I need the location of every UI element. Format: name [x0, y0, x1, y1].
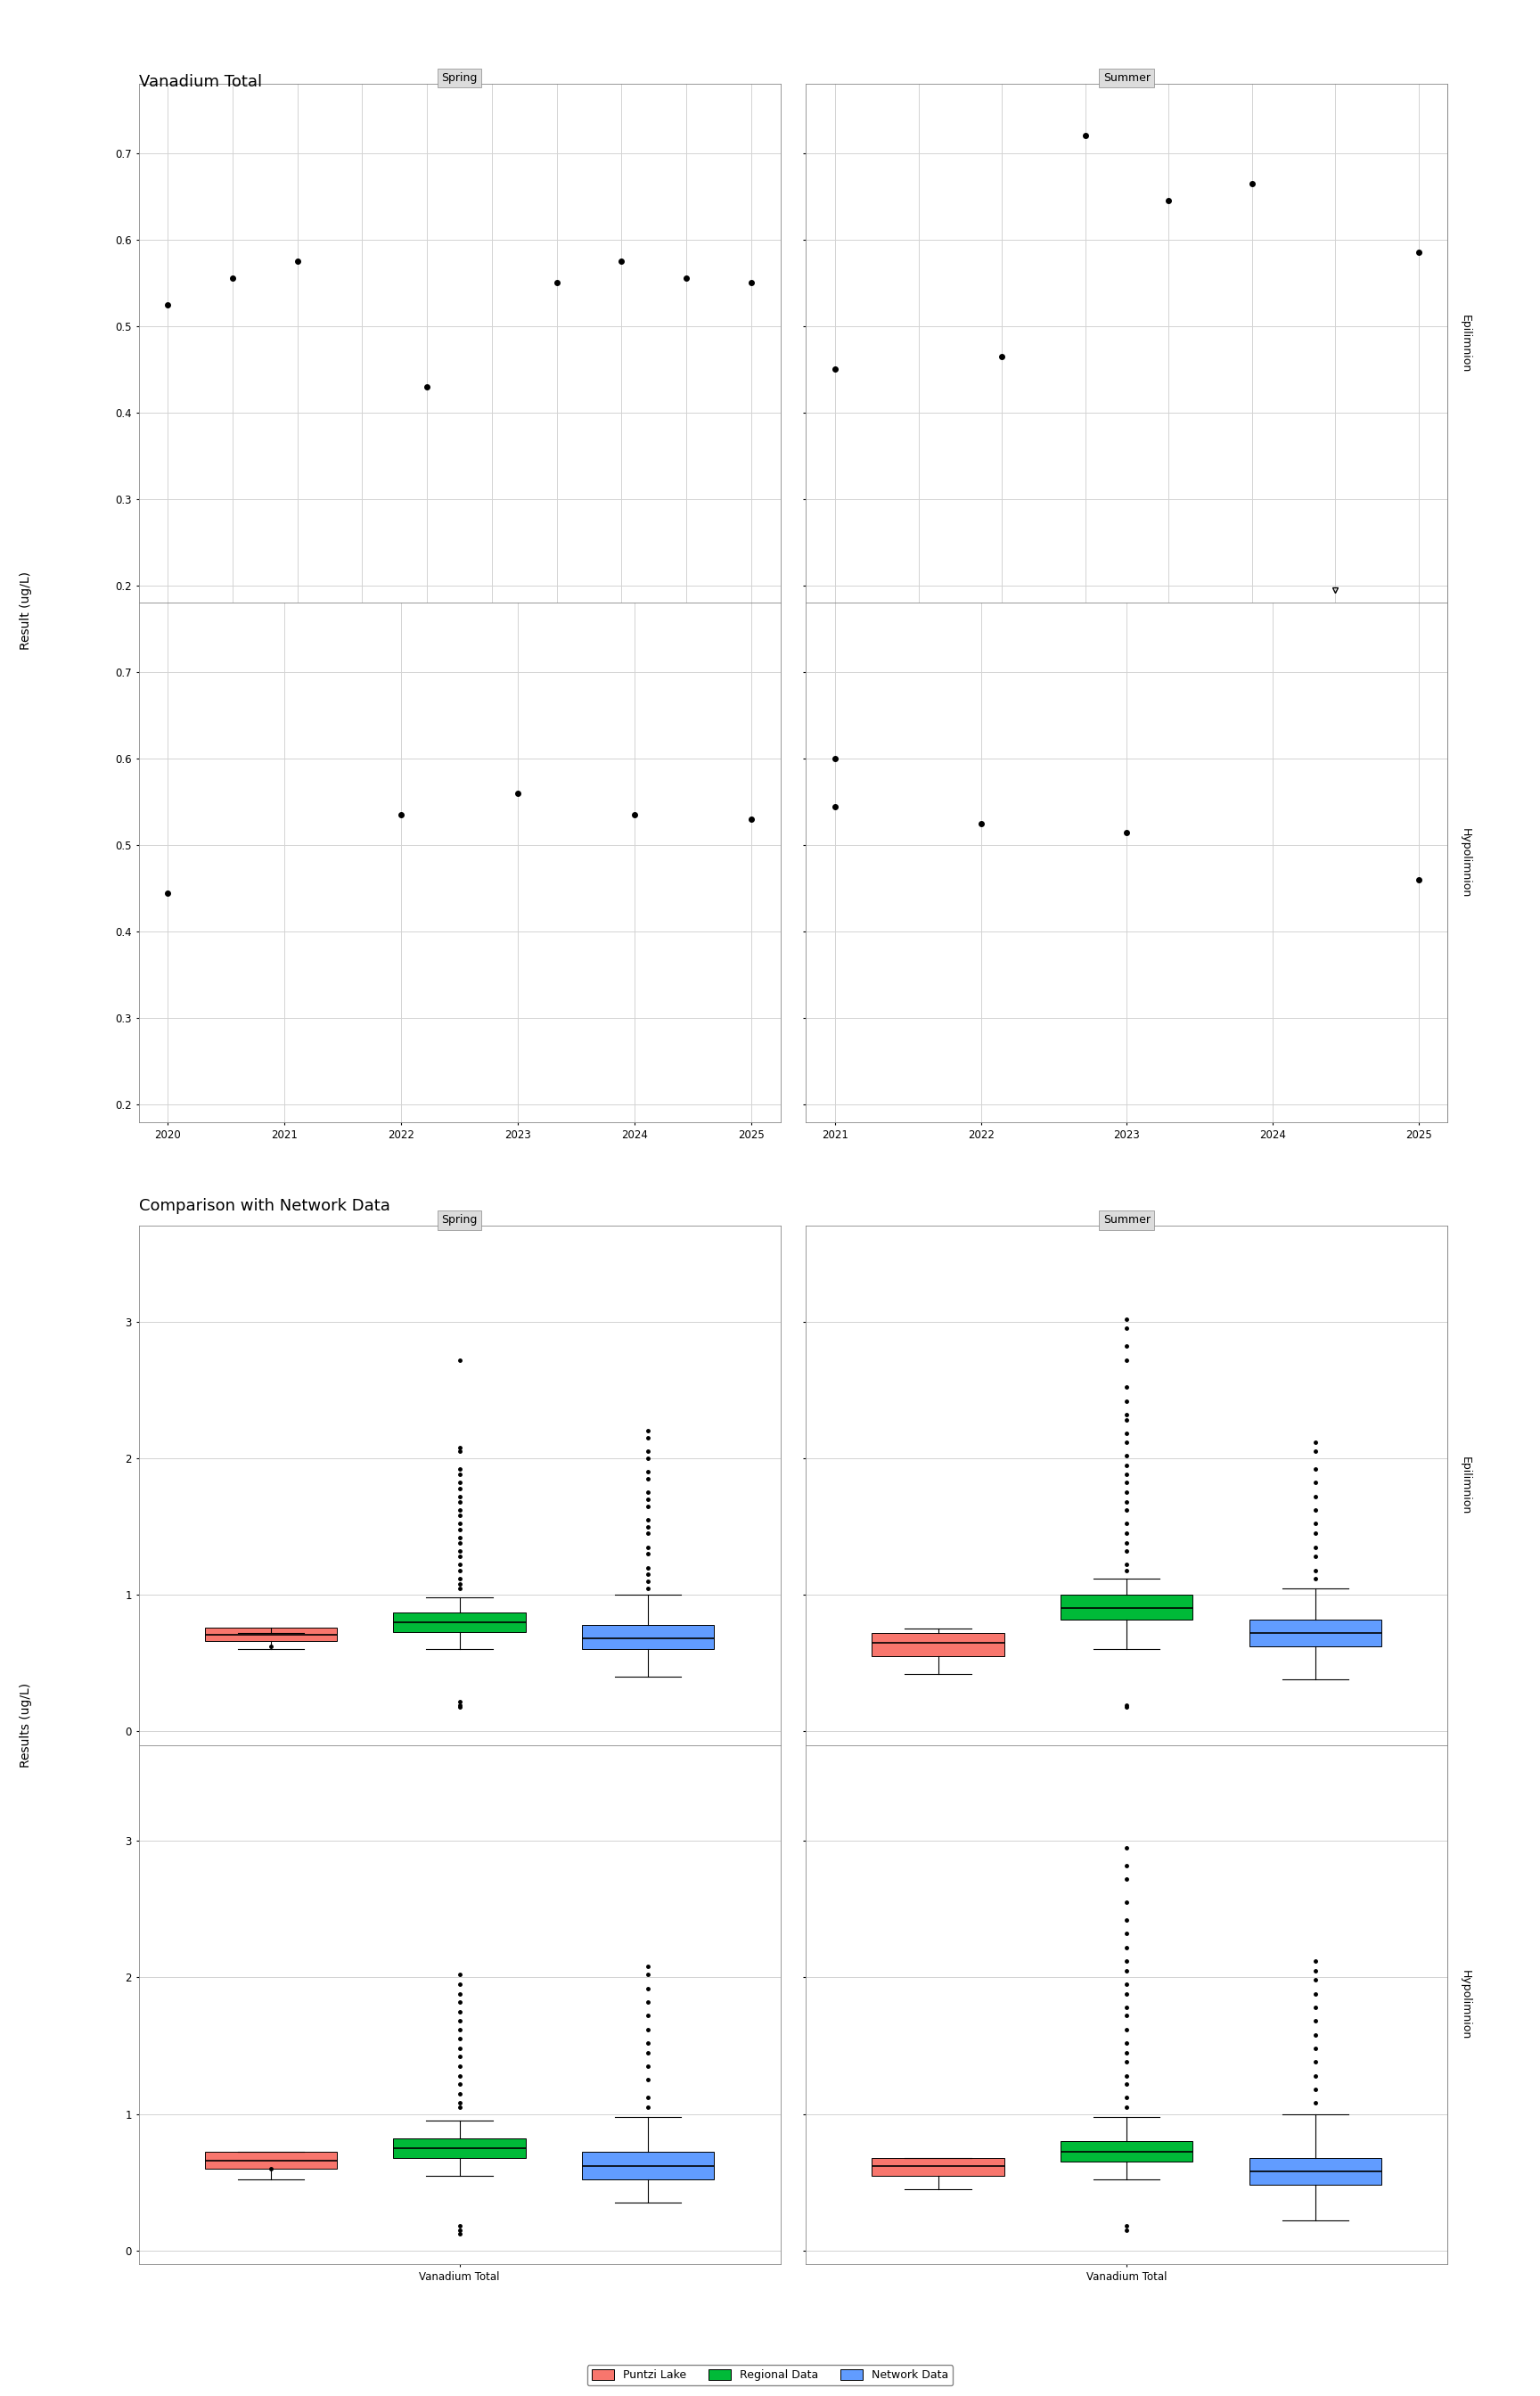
PathPatch shape: [582, 2152, 715, 2180]
Point: [622, 795, 647, 834]
Point: [1073, 117, 1098, 156]
PathPatch shape: [872, 1634, 1004, 1656]
Point: [220, 259, 245, 297]
Y-axis label: Epilimnion: Epilimnion: [1460, 314, 1472, 371]
Point: [544, 264, 568, 302]
PathPatch shape: [1249, 2159, 1381, 2185]
Text: Comparison with Network Data: Comparison with Network Data: [139, 1198, 390, 1215]
PathPatch shape: [205, 2152, 337, 2168]
PathPatch shape: [205, 1627, 337, 1641]
Point: [156, 285, 180, 323]
PathPatch shape: [582, 1624, 715, 1648]
Point: [822, 350, 847, 388]
PathPatch shape: [872, 2159, 1004, 2176]
Y-axis label: Hypolimnion: Hypolimnion: [1460, 827, 1472, 898]
Point: [739, 264, 764, 302]
Legend: Puntzi Lake, Regional Data, Network Data: Puntzi Lake, Regional Data, Network Data: [587, 2365, 953, 2386]
Y-axis label: Epilimnion: Epilimnion: [1460, 1457, 1472, 1514]
Title: Summer: Summer: [1103, 1215, 1150, 1227]
Title: Spring: Spring: [442, 72, 477, 84]
Text: Vanadium Total: Vanadium Total: [139, 74, 262, 91]
Point: [1406, 232, 1431, 271]
Text: Result (ug/L): Result (ug/L): [20, 573, 32, 649]
Title: Summer: Summer: [1103, 72, 1150, 84]
Point: [388, 795, 413, 834]
PathPatch shape: [1249, 1620, 1381, 1646]
Point: [610, 242, 634, 280]
Point: [414, 367, 439, 405]
Point: [822, 740, 847, 779]
Point: [969, 805, 993, 843]
Title: Spring: Spring: [442, 1215, 477, 1227]
Text: Results (ug/L): Results (ug/L): [20, 1682, 32, 1768]
Point: [285, 242, 310, 280]
PathPatch shape: [393, 1613, 525, 1632]
Point: [675, 259, 699, 297]
Y-axis label: Hypolimnion: Hypolimnion: [1460, 1970, 1472, 2039]
Point: [505, 774, 530, 812]
Point: [1406, 860, 1431, 898]
Point: [1240, 165, 1264, 204]
PathPatch shape: [1061, 1596, 1194, 1620]
Point: [1115, 812, 1140, 851]
Point: [1157, 182, 1181, 220]
Point: [822, 788, 847, 827]
PathPatch shape: [1061, 2142, 1194, 2161]
Point: [989, 338, 1013, 376]
Point: [156, 875, 180, 913]
Point: [739, 800, 764, 839]
PathPatch shape: [393, 2140, 525, 2159]
